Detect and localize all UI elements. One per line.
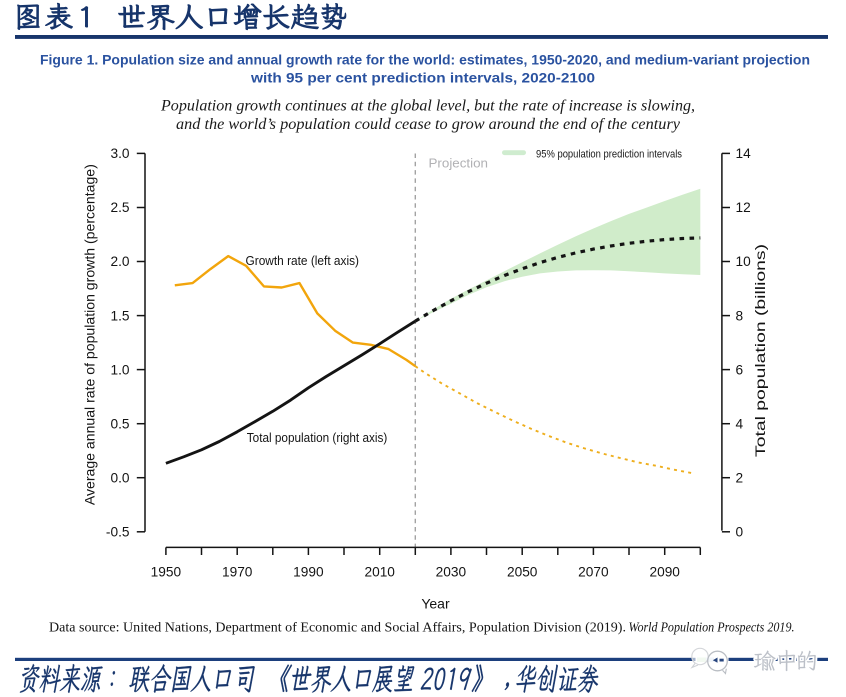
svg-text:8: 8 [736,308,744,323]
svg-text:1990: 1990 [293,565,324,580]
svg-text:Average annual rate of populat: Average annual rate of population growth… [81,164,97,505]
svg-text:4: 4 [736,416,744,431]
svg-text:2.5: 2.5 [110,200,129,215]
svg-text:2030: 2030 [436,565,467,580]
svg-text:3.0: 3.0 [110,146,129,161]
svg-text:95% population prediction inte: 95% population prediction intervals [536,148,682,160]
svg-text:World Population Prospects 201: World Population Prospects 2019. [629,620,795,635]
svg-text:0.0: 0.0 [110,470,129,485]
svg-text:Projection: Projection [429,157,489,171]
svg-text:0.5: 0.5 [110,416,129,431]
svg-text:2: 2 [736,470,744,485]
svg-text:14: 14 [736,146,752,161]
svg-text:1950: 1950 [151,565,182,580]
svg-text:2.0: 2.0 [110,254,129,269]
svg-text:Total population (right axis): Total population (right axis) [247,431,387,445]
svg-text:-0.5: -0.5 [106,525,130,540]
svg-text:2050: 2050 [507,565,538,580]
svg-text:2010: 2010 [364,565,395,580]
svg-text:2090: 2090 [649,565,680,580]
svg-text:2070: 2070 [578,565,609,580]
svg-text:0: 0 [736,525,744,540]
svg-text:10: 10 [736,254,752,269]
svg-text:Growth rate (left axis): Growth rate (left axis) [246,254,360,268]
svg-text:Total population (billions): Total population (billions) [752,244,768,457]
svg-text:Year: Year [421,596,450,612]
svg-text:with 95 per cent prediction in: with 95 per cent prediction intervals, 2… [250,70,595,86]
svg-text:Figure 1. Population size and: Figure 1. Population size and annual gro… [40,52,810,68]
svg-text:and the world’s population cou: and the world’s population could cease t… [176,116,681,133]
svg-text:Population growth continues at: Population growth continues at the globa… [160,98,695,115]
svg-text:1970: 1970 [222,565,253,580]
svg-text:1.5: 1.5 [110,308,129,323]
svg-text:Data source: United Nations, D: Data source: United Nations, Department … [49,620,626,635]
svg-text:12: 12 [736,200,751,215]
svg-text:1.0: 1.0 [110,362,129,377]
svg-text:6: 6 [736,362,744,377]
